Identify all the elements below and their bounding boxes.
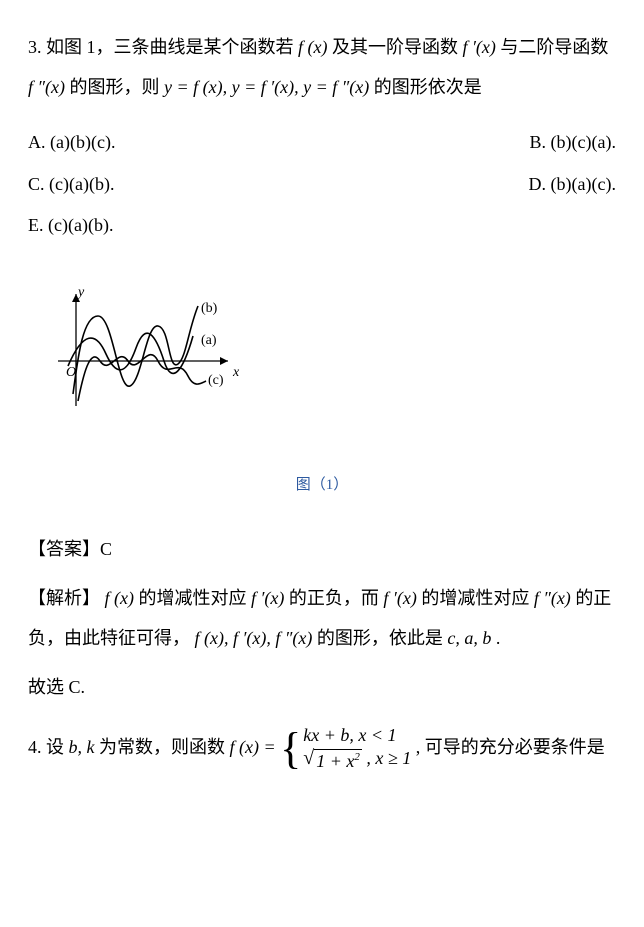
- text: 的图形依次是: [374, 77, 482, 97]
- cab: c, a, b: [447, 628, 491, 648]
- q3-explanation: 【解析】 f (x) 的增减性对应 f ′(x) 的正负，而 f ′(x) 的增…: [28, 579, 616, 658]
- fx-eq: f (x) =: [230, 737, 276, 757]
- text: 为常数，则函数: [99, 737, 230, 757]
- bk: b, k: [69, 737, 95, 757]
- text: 的正负，而: [289, 588, 384, 608]
- sqrt-inner: 1 + x: [316, 751, 354, 771]
- y-eq: y = f (x), y = f ′(x), y = f ″(x): [164, 77, 369, 97]
- fx: f (x): [105, 588, 134, 608]
- origin-label: O: [66, 365, 76, 380]
- case2: √ 1 + x2 , x ≥ 1: [303, 747, 411, 773]
- brace-icon: {: [280, 727, 301, 771]
- sqrt: √ 1 + x2: [303, 749, 362, 773]
- q3-stem: 3. 如图 1，三条曲线是某个函数若 f (x) 及其一阶导函数 f ′(x) …: [28, 28, 616, 107]
- explain-label: 【解析】: [28, 588, 100, 608]
- text: 的图形，依此是: [317, 628, 448, 648]
- fx: f (x): [298, 37, 327, 57]
- fpx: f ′(x): [251, 588, 284, 608]
- answer-label: 【答案】: [28, 539, 100, 559]
- text: 的图形，则: [69, 77, 164, 97]
- text: 及其一阶导函数: [332, 37, 463, 57]
- q3-figure: O y x (b) (a) (c): [28, 276, 616, 441]
- fxfpfpp: f (x), f ′(x), f ″(x): [195, 628, 313, 648]
- q3-conclusion: 故选 C.: [28, 668, 616, 708]
- option-c: C. (c)(a)(b).: [28, 165, 114, 205]
- label-c: (c): [208, 373, 224, 388]
- fpx: f ′(x): [383, 588, 416, 608]
- option-a: A. (a)(b)(c).: [28, 123, 115, 163]
- q3-option-e: E. (c)(a)(b).: [28, 206, 616, 246]
- text: 的增减性对应: [421, 588, 534, 608]
- text: 4. 设: [28, 737, 64, 757]
- text: 3. 如图 1，三条曲线是某个函数若: [28, 37, 298, 57]
- label-a: (a): [201, 333, 217, 348]
- option-e: E. (c)(a)(b).: [28, 215, 113, 235]
- q3-answer: 【答案】C: [28, 530, 616, 570]
- y-label: y: [76, 285, 85, 300]
- x-label: x: [232, 365, 240, 380]
- x-arrow-icon: [220, 357, 228, 365]
- period: .: [496, 628, 501, 648]
- case2-tail: , x ≥ 1: [366, 748, 411, 768]
- sqrt-icon: √: [303, 749, 314, 767]
- fpx: f ′(x): [462, 37, 495, 57]
- answer-value: C: [100, 539, 112, 559]
- case1: kx + b, x < 1: [303, 724, 411, 747]
- text: , 可导的充分必要条件是: [416, 737, 605, 757]
- text: 与二阶导函数: [500, 37, 608, 57]
- cases: kx + b, x < 1 √ 1 + x2 , x ≥ 1: [303, 724, 411, 774]
- fppx: f ″(x): [28, 77, 65, 97]
- figure-caption: 图（1）: [28, 469, 616, 502]
- q3-options-row1: A. (a)(b)(c). B. (b)(c)(a).: [28, 123, 616, 163]
- label-b: (b): [201, 301, 218, 316]
- sqrt-body: 1 + x2: [314, 749, 362, 773]
- option-b: B. (b)(c)(a).: [530, 123, 616, 163]
- curves-svg: O y x (b) (a) (c): [28, 276, 258, 426]
- q4-stem: 4. 设 b, k 为常数，则函数 f (x) = { kx + b, x < …: [28, 724, 616, 774]
- q3-options-row2: C. (c)(a)(b). D. (b)(a)(c).: [28, 165, 616, 205]
- text: 的增减性对应: [138, 588, 251, 608]
- piecewise: { kx + b, x < 1 √ 1 + x2 , x ≥ 1: [280, 724, 411, 774]
- option-d: D. (b)(a)(c).: [529, 165, 616, 205]
- fppx: f ″(x): [534, 588, 571, 608]
